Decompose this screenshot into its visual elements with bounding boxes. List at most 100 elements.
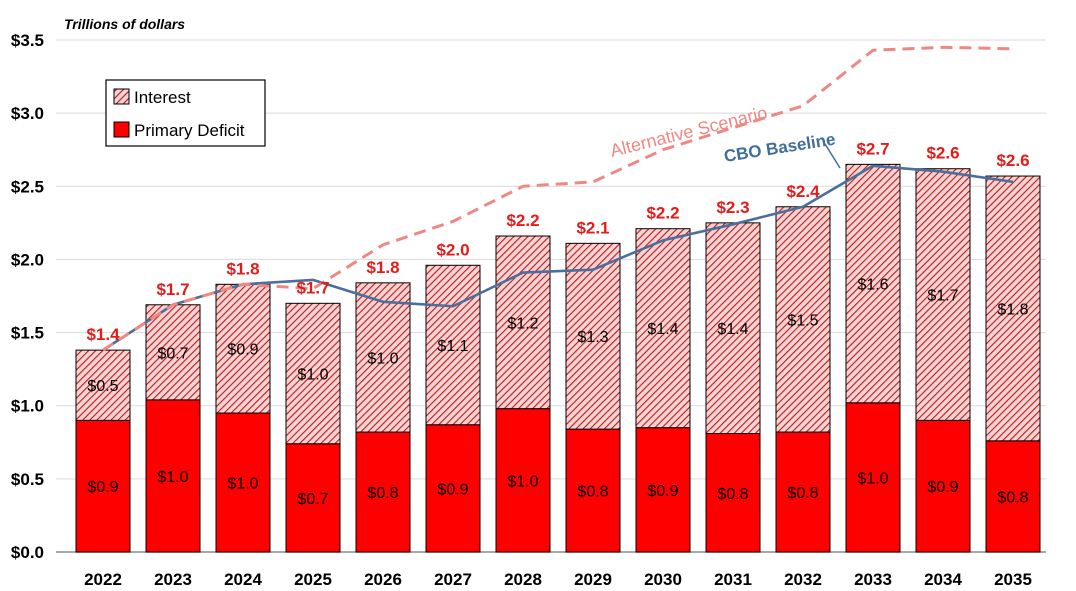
cbo-baseline-label: CBO Baseline <box>723 130 837 166</box>
segment-label-interest: $1.4 <box>717 321 748 338</box>
total-label: $1.8 <box>366 258 399 277</box>
y-tick-label: $1.5 <box>11 324 44 343</box>
segment-label-primary-deficit: $0.9 <box>87 479 118 496</box>
segment-label-interest: $1.3 <box>577 329 608 346</box>
total-label: $2.6 <box>996 151 1029 170</box>
bar-primary-deficit <box>845 402 901 553</box>
total-label: $2.2 <box>646 204 679 223</box>
y-tick-label: $1.0 <box>11 397 44 416</box>
y-tick-label: $3.0 <box>11 104 44 123</box>
segment-label-interest: $1.7 <box>927 288 958 305</box>
bar-interest <box>845 163 901 404</box>
segment-label-primary-deficit: $0.7 <box>297 491 328 508</box>
segment-label-interest: $1.2 <box>507 315 538 332</box>
bar-interest <box>495 235 551 410</box>
bar-primary-deficit <box>75 419 131 553</box>
legend-label-interest: Interest <box>134 88 191 107</box>
bar-primary-deficit <box>775 431 831 553</box>
segment-label-interest: $0.9 <box>227 342 258 359</box>
legend-label-primary-deficit: Primary Deficit <box>134 121 245 140</box>
bar-interest <box>985 175 1041 442</box>
bar-primary-deficit <box>495 408 551 553</box>
total-label: $2.6 <box>926 144 959 163</box>
units-label: Trillions of dollars <box>64 16 185 32</box>
total-label: $1.8 <box>226 259 259 278</box>
bar-interest <box>145 304 201 401</box>
x-tick-label: 2035 <box>994 570 1032 589</box>
segment-label-interest: $1.1 <box>437 338 468 355</box>
bar-primary-deficit <box>985 440 1041 553</box>
labels: $0.0 $0.5 $1.0 $1.5 $2.0 $2.5 $3.0 $3.5 $0.9 $0.5… <box>11 31 1032 589</box>
segment-label-primary-deficit: $1.0 <box>227 476 258 493</box>
bars <box>75 163 1041 553</box>
y-tick-label: $0.0 <box>11 543 44 562</box>
bar-primary-deficit <box>635 427 691 553</box>
bar-interest <box>355 282 411 433</box>
bar-interest <box>705 222 761 435</box>
x-tick-label: 2033 <box>854 570 892 589</box>
cbo-baseline-leader <box>824 143 841 169</box>
bar-primary-deficit <box>215 412 271 553</box>
bar-interest <box>565 242 621 430</box>
segment-label-interest: $1.6 <box>857 277 888 294</box>
x-tick-label: 2023 <box>154 570 192 589</box>
bar-interest <box>635 228 691 429</box>
x-tick-label: 2024 <box>224 570 262 589</box>
bar-interest <box>425 264 481 426</box>
x-tick-label: 2025 <box>294 570 332 589</box>
legend-box <box>105 79 266 147</box>
x-tick-label: 2028 <box>504 570 542 589</box>
x-tick-label: 2034 <box>924 570 962 589</box>
y-tick-label: $3.5 <box>11 31 44 50</box>
x-tick-label: 2031 <box>714 570 752 589</box>
segment-label-interest: $1.0 <box>297 367 328 384</box>
segment-label-interest: $1.8 <box>997 301 1028 318</box>
bar-primary-deficit <box>915 419 971 553</box>
bar-interest <box>775 206 831 433</box>
segment-label-interest: $1.5 <box>787 312 818 329</box>
line-cbo-baseline <box>102 164 1014 352</box>
segment-label-primary-deficit: $0.9 <box>927 479 958 496</box>
segment-label-primary-deficit: $1.0 <box>157 469 188 486</box>
segment-label-interest: $1.4 <box>647 321 678 338</box>
x-tick-label: 2026 <box>364 570 402 589</box>
lines <box>102 45 1014 352</box>
total-label: $1.4 <box>86 325 120 344</box>
legend-swatch-primary-deficit <box>113 121 130 138</box>
x-tick-label: 2032 <box>784 570 822 589</box>
bar-primary-deficit <box>705 433 761 553</box>
segment-label-interest: $1.0 <box>367 350 398 367</box>
segment-label-primary-deficit: $0.8 <box>367 485 398 502</box>
segment-label-interest: $0.5 <box>87 378 118 395</box>
segment-label-primary-deficit: $1.0 <box>857 470 888 487</box>
line-alternative-scenario <box>102 45 1014 352</box>
segment-label-interest: $0.7 <box>157 345 188 362</box>
segment-label-primary-deficit: $0.8 <box>717 486 748 503</box>
bar-interest <box>285 302 341 445</box>
bar-primary-deficit <box>145 399 201 553</box>
bar-interest <box>75 349 131 421</box>
segment-label-primary-deficit: $1.0 <box>507 473 538 490</box>
bar-primary-deficit <box>425 424 481 553</box>
total-label: $2.1 <box>576 218 609 237</box>
segment-label-primary-deficit: $0.8 <box>787 485 818 502</box>
segment-label-primary-deficit: $0.9 <box>647 483 678 500</box>
legend-swatch-interest <box>113 88 130 105</box>
y-tick-label: $2.0 <box>11 250 44 269</box>
segment-label-primary-deficit: $0.8 <box>997 489 1028 506</box>
segment-label-primary-deficit: $0.8 <box>577 484 608 501</box>
y-tick-label: $0.5 <box>11 470 44 489</box>
total-label: $2.4 <box>786 182 820 201</box>
total-label: $2.7 <box>856 139 889 158</box>
total-label: $2.3 <box>716 198 749 217</box>
x-tick-label: 2022 <box>84 570 122 589</box>
x-tick-label: 2027 <box>434 570 472 589</box>
y-tick-label: $2.5 <box>11 177 44 196</box>
bar-primary-deficit <box>355 431 411 553</box>
x-tick-label: 2029 <box>574 570 612 589</box>
total-label: $1.7 <box>156 280 189 299</box>
total-label: $1.7 <box>296 278 329 297</box>
x-tick-label: 2030 <box>644 570 682 589</box>
